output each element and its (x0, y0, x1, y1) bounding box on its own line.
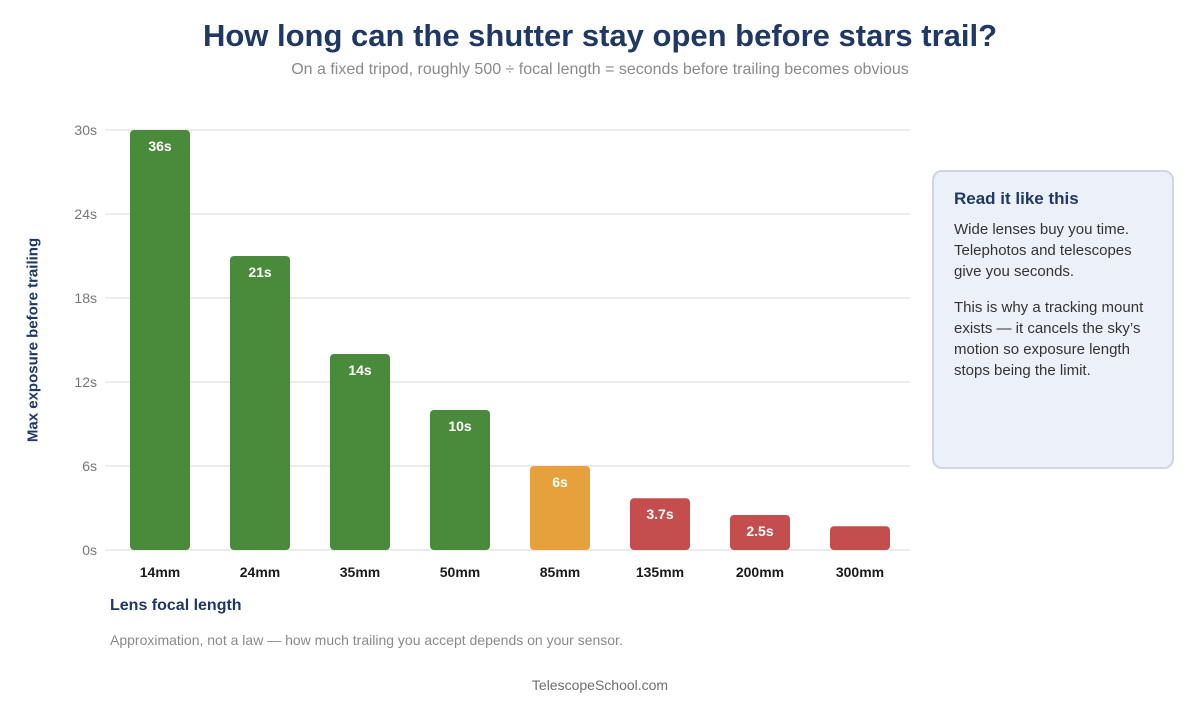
y-tick-label: 0s (82, 542, 97, 558)
y-axis-title: Max exposure before trailing (24, 237, 42, 443)
x-axis-ticks: 14mm 24mm 35mm 50mm 85mm 135mm 200mm 300mm (140, 564, 884, 580)
bar-value-label: 10s (448, 418, 472, 434)
x-tick-label: 50mm (440, 564, 480, 580)
source-credit: TelescopeSchool.com (531, 677, 669, 693)
bar-50mm (430, 410, 490, 550)
footnote: Approximation, not a law — how much trai… (110, 632, 623, 648)
x-tick-label: 85mm (540, 564, 580, 580)
chart-subtitle: On a fixed tripod, roughly 500 ÷ focal l… (291, 61, 909, 78)
bar-35mm (330, 354, 390, 550)
y-tick-label: 6s (82, 458, 97, 474)
x-tick-label: 200mm (736, 564, 784, 580)
x-tick-label: 24mm (240, 564, 280, 580)
bar-value-label: 36s (148, 138, 172, 154)
bar-value-label: 6s (552, 474, 568, 490)
bar-85mm (530, 466, 590, 550)
bar-24mm (230, 256, 290, 550)
callout-paragraph: This is why a tracking mount exists — it… (954, 299, 1144, 379)
callout-box: Read it like this Wide lenses buy you ti… (932, 170, 1174, 469)
y-tick-label: 24s (74, 206, 97, 222)
bar-value-labels: 36s 21s 14s 10s 6s 3.7s 2.5s (148, 138, 774, 539)
y-tick-label: 12s (74, 374, 97, 390)
callout-paragraph: Wide lenses buy you time. Telephotos and… (954, 221, 1132, 280)
x-axis-title: Lens focal length (110, 597, 242, 614)
chart-title: How long can the shutter stay open befor… (202, 18, 998, 53)
bars (130, 130, 890, 550)
x-tick-label: 35mm (340, 564, 380, 580)
y-axis-ticks: 0s 6s 12s 18s 24s 30s (74, 122, 97, 558)
x-tick-label: 14mm (140, 564, 180, 580)
bar-200mm (730, 515, 790, 550)
x-tick-label: 300mm (836, 564, 884, 580)
y-tick-label: 30s (74, 122, 97, 138)
bar-14mm (130, 130, 190, 550)
bar-135mm (630, 498, 690, 550)
callout-title: Read it like this (954, 189, 1079, 208)
grid-lines (105, 129, 910, 551)
bar-value-label: 14s (348, 362, 372, 378)
bar-value-label: 2.5s (746, 523, 773, 539)
y-tick-label: 18s (74, 290, 97, 306)
bar-value-label: 21s (248, 264, 272, 280)
bar-value-label: 3.7s (646, 506, 673, 522)
bar-300mm (830, 526, 890, 550)
x-tick-label: 135mm (636, 564, 684, 580)
